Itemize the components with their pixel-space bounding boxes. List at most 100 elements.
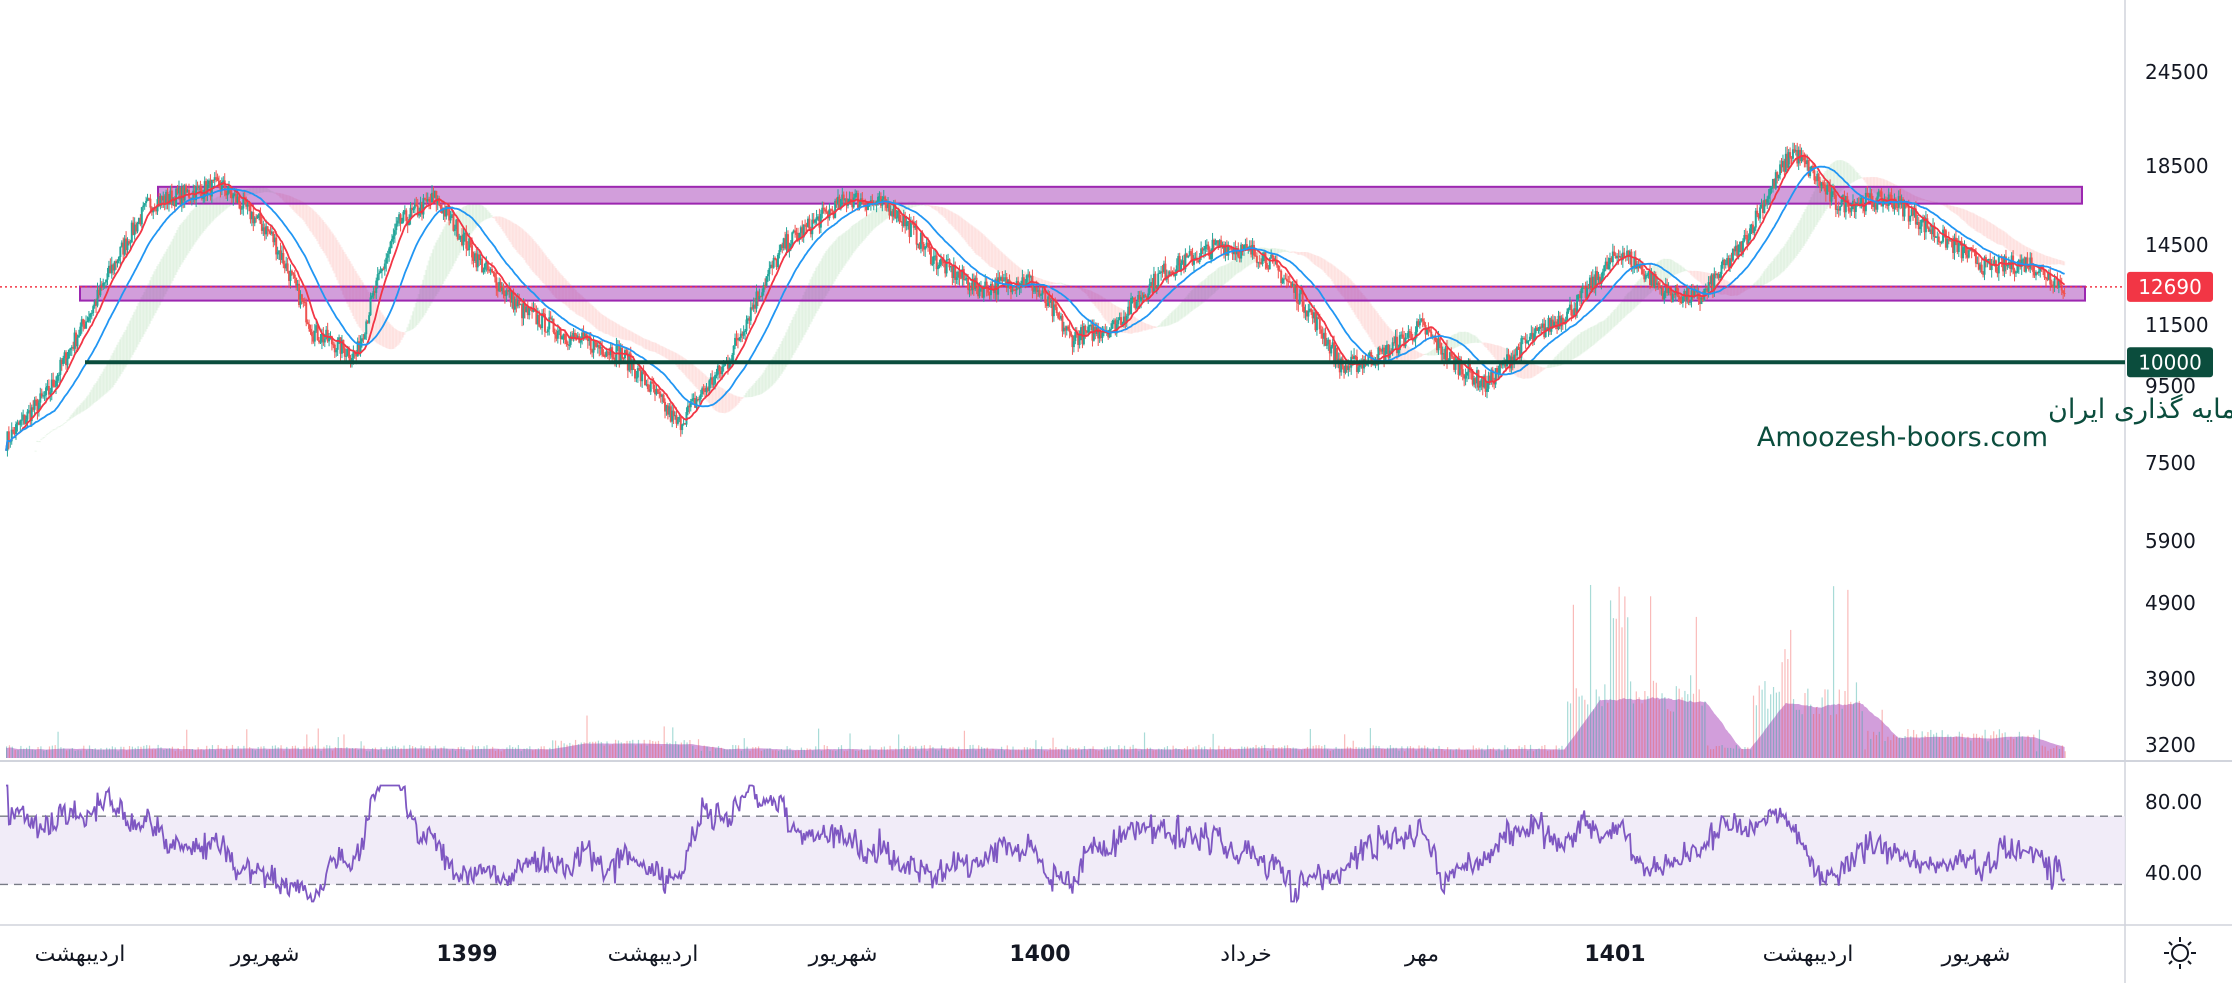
candle-body [1781,160,1784,168]
volume-bar [1301,750,1303,758]
candle-body [1130,297,1133,315]
candle-body [60,359,63,365]
candle-body [1150,282,1153,285]
cloud-segment [1933,201,1936,203]
candle-body [116,260,119,264]
cloud-segment [1675,262,1678,275]
volume-bar [878,750,880,758]
volume-bar [1392,747,1394,758]
main-pane[interactable] [0,0,2125,760]
cloud-segment [1660,259,1663,284]
cloud-segment [1644,273,1647,298]
cloud-segment [73,411,76,417]
cloud-segment [1575,336,1578,358]
cloud-segment [1594,325,1597,344]
cloud-segment [1528,361,1531,379]
volume-bar [783,750,785,758]
volume-bar [409,744,411,758]
candle-body [362,338,365,340]
volume-bar [1020,750,1023,758]
cloud-segment [259,187,262,193]
candle-body [791,232,794,244]
cloud-segment [2020,243,2023,259]
volume-bar [1544,744,1546,758]
volume-bar [1286,745,1289,758]
cloud-segment [849,227,852,258]
candle-body [1899,196,1902,204]
cloud-segment [860,219,863,243]
volume-bar [1081,749,1083,758]
cloud-segment [1256,248,1259,261]
candle-body [508,289,511,292]
candle-body [556,331,559,339]
cloud-segment [1532,364,1535,377]
candle-body [2010,255,2013,270]
cloud-segment [63,423,66,425]
candle-body [1644,275,1647,280]
volume-bar [229,750,231,758]
cloud-segment [2008,235,2011,252]
candle-body [319,341,322,343]
cloud-segment [1967,211,1970,226]
candle-body [219,186,222,190]
candle-body [53,386,56,388]
candle-body [1879,191,1882,193]
cloud-segment [1389,329,1392,362]
cloud-segment [208,200,212,225]
cloud-segment [474,204,477,228]
cloud-segment [1914,195,1917,202]
candle-body [1746,235,1749,245]
volume-bar [1272,745,1274,758]
volume-bar [1409,746,1412,758]
volume-bar [1241,746,1243,758]
volume-bar [303,746,305,758]
candle-body [901,221,904,226]
candle-body [581,332,584,339]
volume-bar [1169,749,1171,758]
cloud-segment [80,403,83,413]
candle-body [486,261,489,271]
candle-body [1307,310,1310,317]
candle-body [897,210,900,218]
cloud-segment [1101,296,1104,316]
candle-body [1254,255,1257,257]
candle-body [318,340,321,343]
volume-bar [1103,747,1106,758]
volume-bar [1018,749,1020,758]
cloud-segment [553,266,556,297]
candle-body [882,196,885,199]
volume-bar [620,742,622,758]
candle-body [46,386,49,388]
cloud-segment [843,232,846,266]
candle-body [10,429,13,442]
cloud-segment [193,208,196,245]
cloud-segment [124,329,127,368]
cloud-segment [101,371,104,397]
candle-body [828,209,831,219]
candle-body [1443,353,1446,360]
support-resistance-zones[interactable] [79,185,2086,302]
cloud-segment [1738,286,1741,295]
candle-body [935,255,938,270]
candle-body [505,290,508,297]
volume-bar [1790,629,1792,758]
volume-bar [1281,746,1283,758]
candle-body [82,319,85,325]
candle-body [892,202,895,217]
cloud-segment [1901,188,1904,204]
candle-body [525,306,528,313]
cloud-segment [1855,172,1858,180]
cloud-segment [1059,282,1062,284]
volume-bar [892,750,894,758]
candle-body [569,335,572,345]
cloud-segment [1734,285,1737,296]
candle-body [1892,201,1895,209]
cloud-segment [1341,272,1344,296]
volume-bar [1063,749,1066,758]
cloud-segment [2023,245,2026,260]
candle-body [1058,317,1061,319]
candle-body [268,230,271,232]
volume-bar [1252,747,1254,758]
